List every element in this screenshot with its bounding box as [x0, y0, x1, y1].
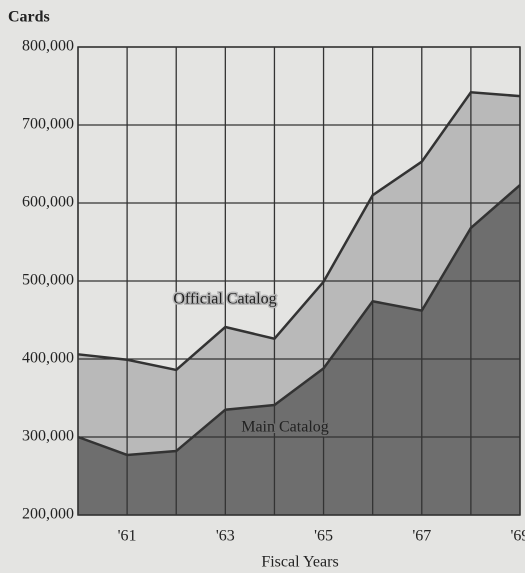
y-tick-label: 200,000 — [22, 506, 74, 523]
x-tick-label: '67 — [412, 528, 431, 545]
x-tick-label: '69 — [511, 528, 525, 545]
series-line — [77, 90, 521, 372]
series-line — [77, 184, 521, 457]
y-axis-label: Cards — [8, 9, 50, 26]
y-tick-label: 400,000 — [22, 350, 74, 367]
x-tick-label: '63 — [216, 528, 235, 545]
y-tick-label: 500,000 — [22, 272, 74, 289]
series-label: Main Catalog — [241, 419, 329, 436]
y-tick-label: 700,000 — [22, 116, 74, 133]
plot-frame — [77, 46, 521, 516]
x-axis-label: Fiscal Years — [261, 554, 338, 571]
y-tick-label: 800,000 — [22, 38, 74, 55]
area — [78, 185, 520, 515]
x-tick-label: '65 — [314, 528, 333, 545]
area — [78, 92, 520, 455]
series-label: Official Catalog — [173, 291, 276, 308]
y-tick-label: 300,000 — [22, 428, 74, 445]
y-tick-label: 600,000 — [22, 194, 74, 211]
x-tick-label: '61 — [118, 528, 137, 545]
